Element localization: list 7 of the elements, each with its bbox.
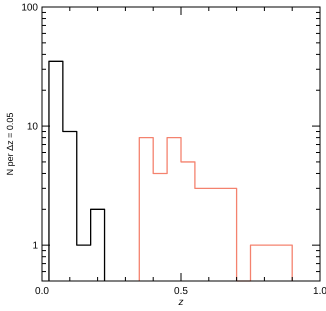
x-tick-label: 0.5	[174, 286, 188, 297]
y-tick-label: 100	[21, 2, 38, 14]
y-tick-label: 10	[26, 122, 38, 133]
y-axis-title: N per Δz = 0.05	[5, 112, 15, 176]
x-tick-label: 0.0	[35, 286, 50, 297]
y-tick-label: 1	[32, 240, 38, 252]
x-axis-title: z	[178, 297, 184, 308]
